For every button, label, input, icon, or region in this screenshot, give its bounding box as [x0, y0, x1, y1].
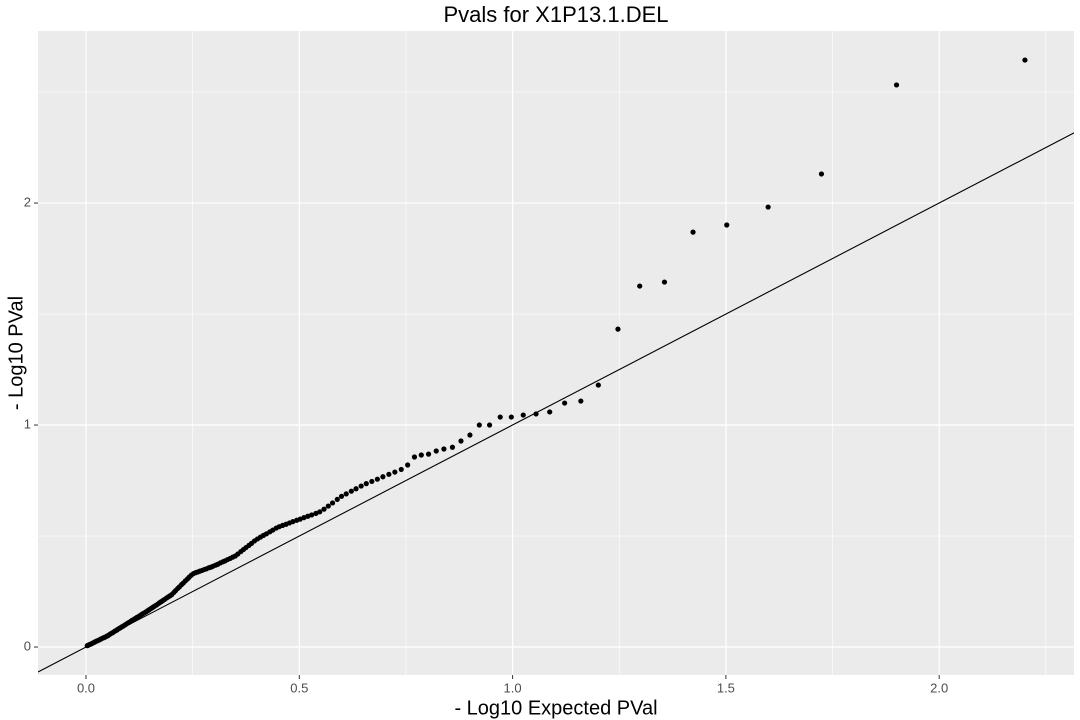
- chart-title: Pvals for X1P13.1.DEL: [443, 2, 668, 27]
- x-tick-label: 1.0: [504, 680, 522, 695]
- y-tick-label: 2: [24, 194, 31, 209]
- point: [497, 414, 503, 420]
- point: [425, 451, 432, 457]
- plot-panel: [38, 31, 1074, 675]
- point: [818, 171, 825, 177]
- x-tick-label: 1.5: [717, 680, 735, 695]
- x-tick-label: 0.0: [77, 680, 95, 695]
- x-axis-label: - Log10 Expected PVal: [454, 697, 657, 719]
- point: [369, 478, 375, 485]
- point: [348, 488, 354, 494]
- point: [334, 496, 340, 503]
- point: [467, 432, 473, 438]
- point: [508, 414, 514, 420]
- point: [476, 422, 482, 428]
- point: [893, 82, 900, 88]
- point: [661, 279, 668, 285]
- point: [441, 446, 447, 452]
- point: [380, 474, 386, 480]
- point: [724, 222, 730, 228]
- point: [313, 510, 319, 516]
- point: [321, 506, 327, 512]
- point: [411, 454, 418, 460]
- point: [578, 398, 584, 404]
- point: [486, 422, 493, 428]
- point: [547, 409, 553, 415]
- point: [690, 229, 696, 235]
- point: [615, 326, 621, 332]
- point: [392, 469, 398, 475]
- point: [358, 483, 364, 489]
- point: [533, 411, 539, 417]
- point: [562, 400, 568, 406]
- point: [386, 471, 392, 477]
- point: [458, 438, 464, 444]
- y-tick-label: 0: [24, 638, 31, 653]
- point: [338, 493, 345, 499]
- point: [405, 462, 411, 468]
- point: [398, 466, 404, 473]
- x-tick-label: 0.5: [290, 680, 308, 695]
- point: [520, 412, 526, 418]
- point: [595, 382, 601, 388]
- point: [449, 444, 456, 450]
- point: [765, 204, 771, 210]
- point: [363, 481, 369, 487]
- x-tick-label: 2.0: [930, 680, 948, 695]
- point: [418, 452, 424, 458]
- point: [329, 500, 336, 506]
- point: [353, 486, 359, 492]
- y-tick-label: 1: [24, 416, 31, 431]
- point: [637, 283, 643, 289]
- point: [84, 643, 90, 649]
- point: [325, 503, 331, 509]
- y-axis-label: - Log10 PVal: [5, 296, 27, 410]
- point: [1022, 57, 1028, 63]
- point: [343, 491, 349, 497]
- point: [433, 448, 439, 454]
- point: [374, 476, 380, 482]
- reference-line: [38, 132, 1074, 673]
